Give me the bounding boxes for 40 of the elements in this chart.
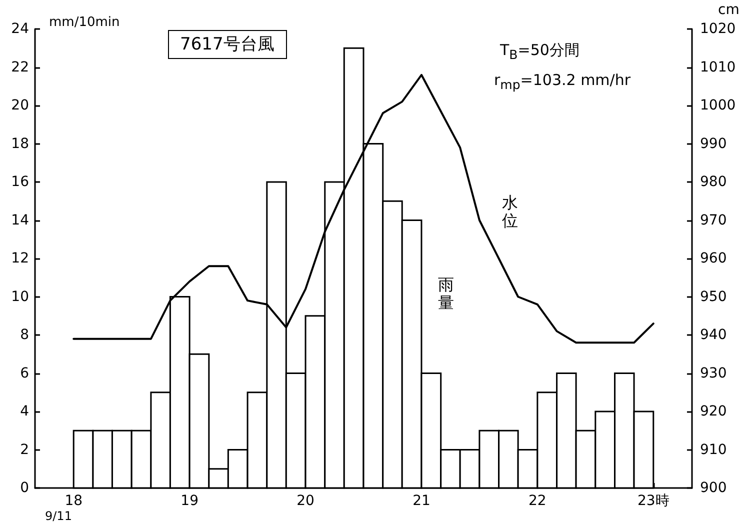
chart-title: 7617号台風 bbox=[180, 34, 274, 54]
y2-tick-label: 970 bbox=[700, 212, 727, 228]
x-tick-label: 19 bbox=[180, 493, 198, 509]
annotation: r$_{mp}$=103.2 mm/hr bbox=[494, 71, 631, 92]
y-tick-label: 6 bbox=[20, 365, 30, 382]
y2-tick-label: 1000 bbox=[700, 98, 736, 114]
y-tick-label: 18 bbox=[11, 136, 29, 152]
y2-tick-label: 950 bbox=[700, 288, 727, 305]
y2-tick-label: 990 bbox=[700, 136, 727, 152]
y-tick-label: 4 bbox=[20, 404, 30, 420]
y2-tick-label: 920 bbox=[700, 404, 727, 420]
y-tick-label: 12 bbox=[11, 250, 29, 266]
y-tick-label: 14 bbox=[11, 212, 30, 228]
y-tick-label: 2 bbox=[20, 442, 29, 458]
text: 9/11 bbox=[45, 509, 72, 524]
y-tick-label: 16 bbox=[11, 174, 30, 190]
y2-tick-label: 910 bbox=[700, 442, 727, 458]
y2-tick-label: 960 bbox=[700, 250, 727, 266]
series-label: 雨量 bbox=[438, 275, 454, 313]
y2-tick-label: 1010 bbox=[700, 59, 736, 76]
y-tick-label: 8 bbox=[20, 327, 29, 343]
x-tick-label: 23時 bbox=[637, 493, 670, 509]
y2-axis-title: cm bbox=[718, 2, 740, 18]
y2-tick-label: 900 bbox=[700, 480, 727, 496]
annotation: T$_{B}$=50分間 bbox=[500, 41, 580, 62]
y-tick-label: 0 bbox=[20, 480, 29, 496]
x-tick-label: 22 bbox=[528, 493, 546, 509]
y-tick-label: 10 bbox=[11, 288, 29, 305]
y2-tick-label: 980 bbox=[700, 174, 727, 190]
y-axis-title: mm/10min bbox=[49, 15, 120, 30]
y-tick-label: 24 bbox=[11, 21, 30, 37]
y-tick-label: 22 bbox=[11, 59, 29, 76]
y2-tick-label: 1020 bbox=[700, 21, 736, 37]
x-tick-label: 18 bbox=[64, 493, 83, 509]
series-label: 水位 bbox=[502, 193, 518, 231]
y2-tick-label: 940 bbox=[700, 327, 727, 343]
x-tick-label: 21 bbox=[412, 493, 430, 509]
x-tick-label: 20 bbox=[296, 493, 314, 509]
y2-tick-label: 930 bbox=[700, 365, 727, 382]
y-tick-label: 20 bbox=[11, 98, 29, 114]
